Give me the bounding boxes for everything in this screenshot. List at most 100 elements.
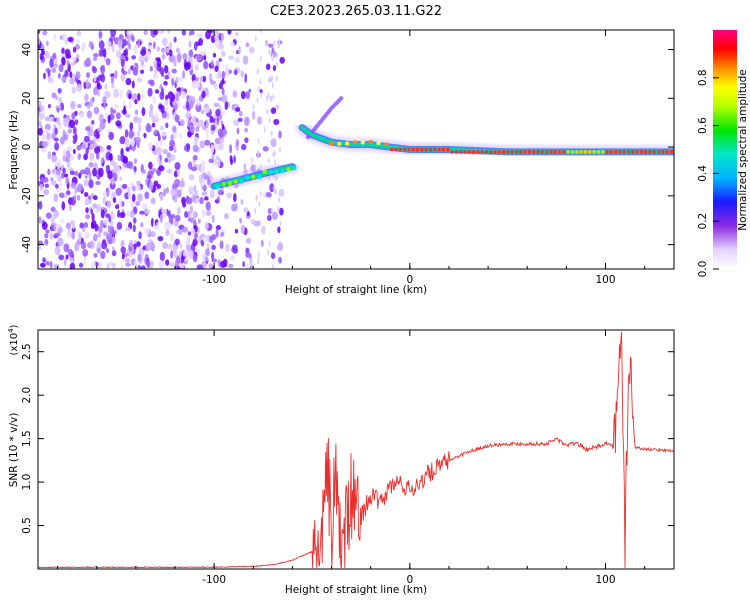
noise-speckle xyxy=(70,257,74,265)
noise-speckle xyxy=(78,153,82,159)
noise-speckle xyxy=(51,154,58,163)
y-tick-label: 2.0 xyxy=(21,387,33,404)
noise-speckle xyxy=(182,202,187,208)
noise-speckle xyxy=(162,242,169,250)
noise-speckle xyxy=(165,122,169,129)
noise-streak xyxy=(271,263,274,269)
noise-speckle xyxy=(205,201,211,211)
ridge-hot-cell xyxy=(665,150,669,154)
noise-speckle xyxy=(110,73,115,78)
noise-speckle xyxy=(105,58,111,66)
noise-speckle xyxy=(261,225,266,235)
noise-speckle xyxy=(192,144,199,153)
noise-speckle xyxy=(96,203,102,212)
noise-speckle xyxy=(133,44,138,54)
noise-speckle xyxy=(243,207,249,214)
noise-speckle xyxy=(197,33,204,39)
noise-speckle xyxy=(166,168,173,174)
noise-speckle xyxy=(94,146,101,155)
noise-speckle xyxy=(161,132,167,137)
noise-speckle xyxy=(190,227,196,237)
noise-speckle xyxy=(159,251,165,262)
noise-speckle xyxy=(195,126,200,132)
noise-speckle xyxy=(156,146,162,156)
noise-speckle xyxy=(65,40,68,45)
noise-speckle xyxy=(230,255,235,261)
noise-speckle xyxy=(196,264,203,269)
noise-speckle xyxy=(199,140,206,149)
noise-speckle xyxy=(149,260,154,269)
noise-speckle xyxy=(149,104,154,111)
noise-speckle xyxy=(126,161,133,169)
noise-speckle xyxy=(83,153,88,161)
ridge-hot-cell xyxy=(403,147,407,152)
noise-speckle xyxy=(198,38,204,46)
noise-streak xyxy=(270,207,273,214)
noise-speckle xyxy=(174,162,181,171)
noise-speckle xyxy=(169,262,175,267)
noise-speckle xyxy=(92,195,98,201)
noise-speckle xyxy=(178,262,185,269)
noise-speckle xyxy=(203,54,207,61)
noise-speckle xyxy=(107,115,111,124)
ridge-hot-cell xyxy=(605,150,609,154)
noise-speckle xyxy=(98,31,103,38)
noise-speckle xyxy=(219,137,225,144)
noise-speckle xyxy=(221,70,225,80)
noise-speckle xyxy=(149,241,155,251)
noise-speckle xyxy=(131,80,135,89)
noise-speckle xyxy=(128,93,132,100)
ridge-hot-cell xyxy=(635,150,639,154)
ridge-hot-cell xyxy=(472,150,476,154)
noise-speckle xyxy=(63,149,67,157)
noise-speckle xyxy=(274,104,280,110)
noise-speckle xyxy=(169,232,175,242)
ridge-cool-cell xyxy=(256,174,262,180)
ridge-cool-cell xyxy=(251,174,256,179)
noise-speckle xyxy=(60,218,64,223)
noise-speckle xyxy=(54,245,61,256)
noise-speckle xyxy=(48,116,54,122)
noise-speckle xyxy=(267,43,274,48)
noise-speckle xyxy=(182,250,189,257)
noise-streak xyxy=(270,75,273,82)
noise-speckle xyxy=(238,45,241,55)
noise-streak xyxy=(275,75,278,82)
x-tick-label: 0 xyxy=(406,274,413,286)
noise-speckle xyxy=(188,174,195,181)
noise-speckle xyxy=(240,224,245,235)
noise-speckle xyxy=(187,131,192,138)
noise-streak xyxy=(254,35,257,42)
noise-speckle xyxy=(238,110,243,117)
ridge-hot-cell xyxy=(484,150,488,154)
ridge-cool-cell xyxy=(227,181,232,186)
noise-speckle xyxy=(89,98,93,108)
ridge-hot-cell xyxy=(502,150,506,154)
noise-speckle xyxy=(221,123,225,130)
noise-speckle xyxy=(158,193,165,199)
noise-speckle xyxy=(215,108,221,117)
noise-speckle xyxy=(174,238,180,246)
noise-speckle xyxy=(135,184,141,191)
noise-speckle xyxy=(205,211,212,216)
ridge-warm-cell xyxy=(384,142,389,147)
noise-speckle xyxy=(97,90,101,97)
noise-streak xyxy=(276,244,279,251)
noise-streak xyxy=(270,130,273,137)
noise-streak xyxy=(267,157,270,164)
noise-speckle xyxy=(76,144,82,151)
ridge-hot-cell xyxy=(566,150,570,154)
noise-streak xyxy=(278,146,281,153)
noise-speckle xyxy=(171,78,175,87)
noise-speckle xyxy=(153,41,156,50)
noise-speckle xyxy=(243,163,247,170)
noise-speckle xyxy=(92,66,97,74)
noise-speckle xyxy=(236,127,240,135)
ridge-hot-cell xyxy=(459,150,463,154)
noise-speckle xyxy=(187,118,192,128)
noise-speckle xyxy=(79,169,86,175)
noise-speckle xyxy=(170,188,176,196)
noise-speckle xyxy=(41,140,48,148)
noise-speckle xyxy=(173,196,178,203)
noise-speckle xyxy=(49,58,54,68)
